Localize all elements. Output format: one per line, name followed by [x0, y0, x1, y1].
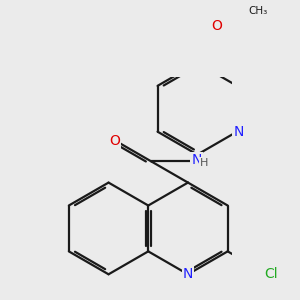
Text: N: N — [183, 267, 193, 281]
Text: N: N — [234, 125, 244, 139]
Text: CH₃: CH₃ — [248, 6, 267, 16]
Text: O: O — [109, 134, 120, 148]
Text: N: N — [191, 153, 202, 167]
Text: Cl: Cl — [264, 267, 278, 281]
Text: H: H — [200, 158, 208, 168]
Text: O: O — [211, 20, 222, 33]
